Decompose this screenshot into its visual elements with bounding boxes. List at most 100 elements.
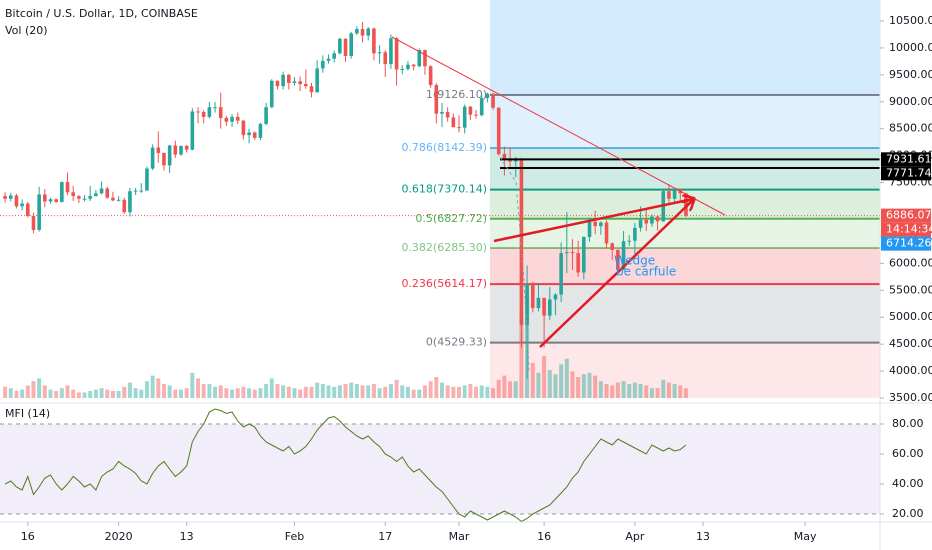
fib-label: 0.786(8142.39) bbox=[401, 141, 487, 154]
fib-label: 0.382(6285.30) bbox=[401, 241, 487, 254]
candle-body bbox=[122, 199, 127, 213]
volume-bar bbox=[360, 385, 365, 398]
mfi-layer bbox=[0, 408, 880, 523]
candle-body bbox=[610, 243, 614, 250]
candle-body bbox=[184, 145, 189, 150]
volume-bar bbox=[553, 374, 558, 398]
mfi-line bbox=[4, 408, 687, 523]
volume-bar bbox=[14, 391, 19, 398]
candle-body bbox=[37, 194, 41, 230]
volume-bar bbox=[547, 370, 552, 398]
y-tick-label: 10000.00 bbox=[889, 41, 932, 54]
candle-body bbox=[326, 58, 331, 61]
volume-bar bbox=[161, 384, 166, 398]
candle-body bbox=[304, 84, 308, 87]
candle-body bbox=[14, 195, 19, 207]
candle-body bbox=[621, 241, 626, 270]
volume-bar bbox=[661, 379, 666, 398]
volume-bar bbox=[479, 385, 484, 398]
fib-zone bbox=[490, 342, 880, 398]
volume-bar bbox=[649, 388, 654, 398]
x-tick-label: Mar bbox=[449, 530, 470, 543]
volume-bar bbox=[264, 384, 269, 398]
annotation: Wedge bbox=[614, 254, 655, 268]
candle-body bbox=[445, 112, 450, 118]
trend-line bbox=[391, 36, 726, 216]
candle-body bbox=[349, 33, 354, 57]
volume-bar bbox=[644, 385, 649, 398]
volume-bar bbox=[178, 389, 183, 398]
candle-body bbox=[43, 194, 47, 202]
volume-bar bbox=[337, 385, 342, 398]
candle-body bbox=[156, 147, 161, 153]
volume-bar bbox=[25, 385, 30, 398]
volume-bar bbox=[530, 363, 535, 398]
y-tick-label: 8500.00 bbox=[889, 122, 932, 135]
volume-bar bbox=[241, 386, 246, 398]
candle-body bbox=[428, 66, 433, 86]
candle-body bbox=[218, 107, 223, 118]
volume-bar bbox=[224, 388, 229, 398]
volume-bar bbox=[422, 385, 427, 398]
candle-body bbox=[82, 198, 87, 200]
candle-body bbox=[633, 227, 637, 241]
candle-body bbox=[179, 145, 183, 155]
countdown-box bbox=[881, 222, 931, 237]
volume-bar bbox=[286, 386, 291, 398]
candle-body bbox=[593, 221, 597, 227]
marker-price-label: 6714.26 bbox=[886, 237, 932, 250]
candle-body bbox=[355, 29, 359, 34]
candle-body bbox=[599, 222, 603, 227]
candle-body bbox=[667, 191, 671, 199]
candle-body bbox=[54, 199, 58, 202]
candle-body bbox=[400, 68, 405, 70]
candle-body bbox=[366, 28, 371, 36]
candle-body bbox=[377, 52, 382, 54]
candle-body bbox=[423, 50, 427, 67]
y-tick-label: 60.00 bbox=[892, 447, 924, 460]
x-tick-label: Apr bbox=[625, 530, 645, 543]
volume-bar bbox=[439, 382, 444, 398]
y-tick-label: 10500.00 bbox=[889, 14, 932, 27]
volume-bar bbox=[394, 379, 399, 398]
volume-bar bbox=[383, 386, 388, 398]
volume-bar bbox=[201, 384, 206, 398]
volume-bar bbox=[559, 364, 564, 398]
fib-label: 0.236(5614.17) bbox=[401, 277, 487, 290]
volume-bar bbox=[491, 388, 496, 398]
candle-body bbox=[94, 193, 98, 197]
candle-body bbox=[496, 107, 501, 155]
candle-body bbox=[360, 29, 365, 36]
volume-bar bbox=[303, 386, 308, 398]
candle-body bbox=[292, 81, 297, 83]
candle-body bbox=[20, 203, 24, 207]
volume-bar bbox=[173, 389, 178, 398]
volume-bar bbox=[207, 384, 212, 398]
volume-bar bbox=[71, 389, 76, 398]
candle-body bbox=[530, 283, 535, 309]
candle-body bbox=[519, 158, 524, 325]
volume-bar bbox=[417, 389, 422, 398]
annotation: be carfule bbox=[616, 265, 676, 279]
volume-bar bbox=[281, 385, 286, 398]
candle-body bbox=[65, 182, 70, 193]
fib-zone bbox=[490, 218, 880, 248]
x-tick-label: 16 bbox=[21, 530, 35, 543]
volume-bar bbox=[564, 358, 569, 398]
volume-bar bbox=[42, 385, 47, 398]
fib-zone bbox=[490, 247, 880, 285]
volume-bar bbox=[110, 391, 115, 398]
countdown: 14:14:34 bbox=[886, 223, 932, 236]
candle-body bbox=[247, 132, 251, 136]
volume-bar bbox=[683, 388, 688, 398]
volume-bar bbox=[59, 388, 64, 398]
volume-bar bbox=[139, 389, 144, 398]
y-tick-label: 9000.00 bbox=[889, 95, 932, 108]
candle-body bbox=[139, 190, 144, 192]
candle-body bbox=[269, 80, 274, 108]
volume-bar bbox=[542, 356, 547, 398]
candle-body bbox=[60, 182, 64, 202]
mfi-title: MFI (14) bbox=[5, 407, 50, 420]
